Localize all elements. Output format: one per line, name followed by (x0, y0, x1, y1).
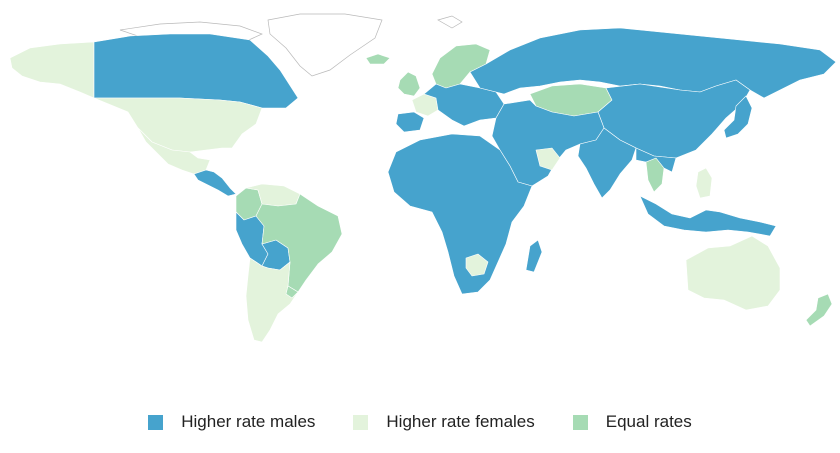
arabia-coast (535, 147, 561, 171)
greenland (267, 13, 383, 77)
legend-swatch-females (353, 414, 369, 430)
canada (93, 33, 299, 109)
world-map (9, 13, 837, 343)
legend-item-equal: Equal rates (572, 412, 692, 432)
southeast-asia (635, 147, 677, 173)
india (577, 127, 637, 199)
map-svg (9, 13, 837, 343)
iceland (365, 53, 391, 65)
legend-swatch-males (148, 414, 164, 430)
chile-argentina (245, 257, 299, 343)
legend: Higher rate males Higher rate females Eq… (0, 412, 840, 432)
western-europe (423, 83, 505, 127)
madagascar (525, 239, 543, 273)
legend-swatch-equal (572, 414, 588, 430)
indonesia (639, 195, 777, 237)
australia (685, 235, 781, 311)
svalbard (437, 15, 463, 29)
botswana (465, 253, 489, 277)
brazil (255, 193, 343, 293)
legend-item-males: Higher rate males (148, 412, 315, 432)
uk-ireland (397, 71, 421, 97)
japan (723, 95, 753, 139)
africa (387, 133, 533, 295)
central-america (193, 169, 237, 197)
new-zealand (805, 293, 833, 327)
legend-label-females: Higher rate females (386, 412, 535, 431)
legend-item-females: Higher rate females (353, 412, 535, 432)
alaska (9, 41, 95, 99)
iberia (395, 111, 425, 133)
uruguay (285, 285, 299, 299)
legend-label-males: Higher rate males (181, 412, 316, 431)
legend-label-equal: Equal rates (605, 412, 692, 431)
usa (93, 97, 263, 153)
philippines (695, 167, 713, 199)
